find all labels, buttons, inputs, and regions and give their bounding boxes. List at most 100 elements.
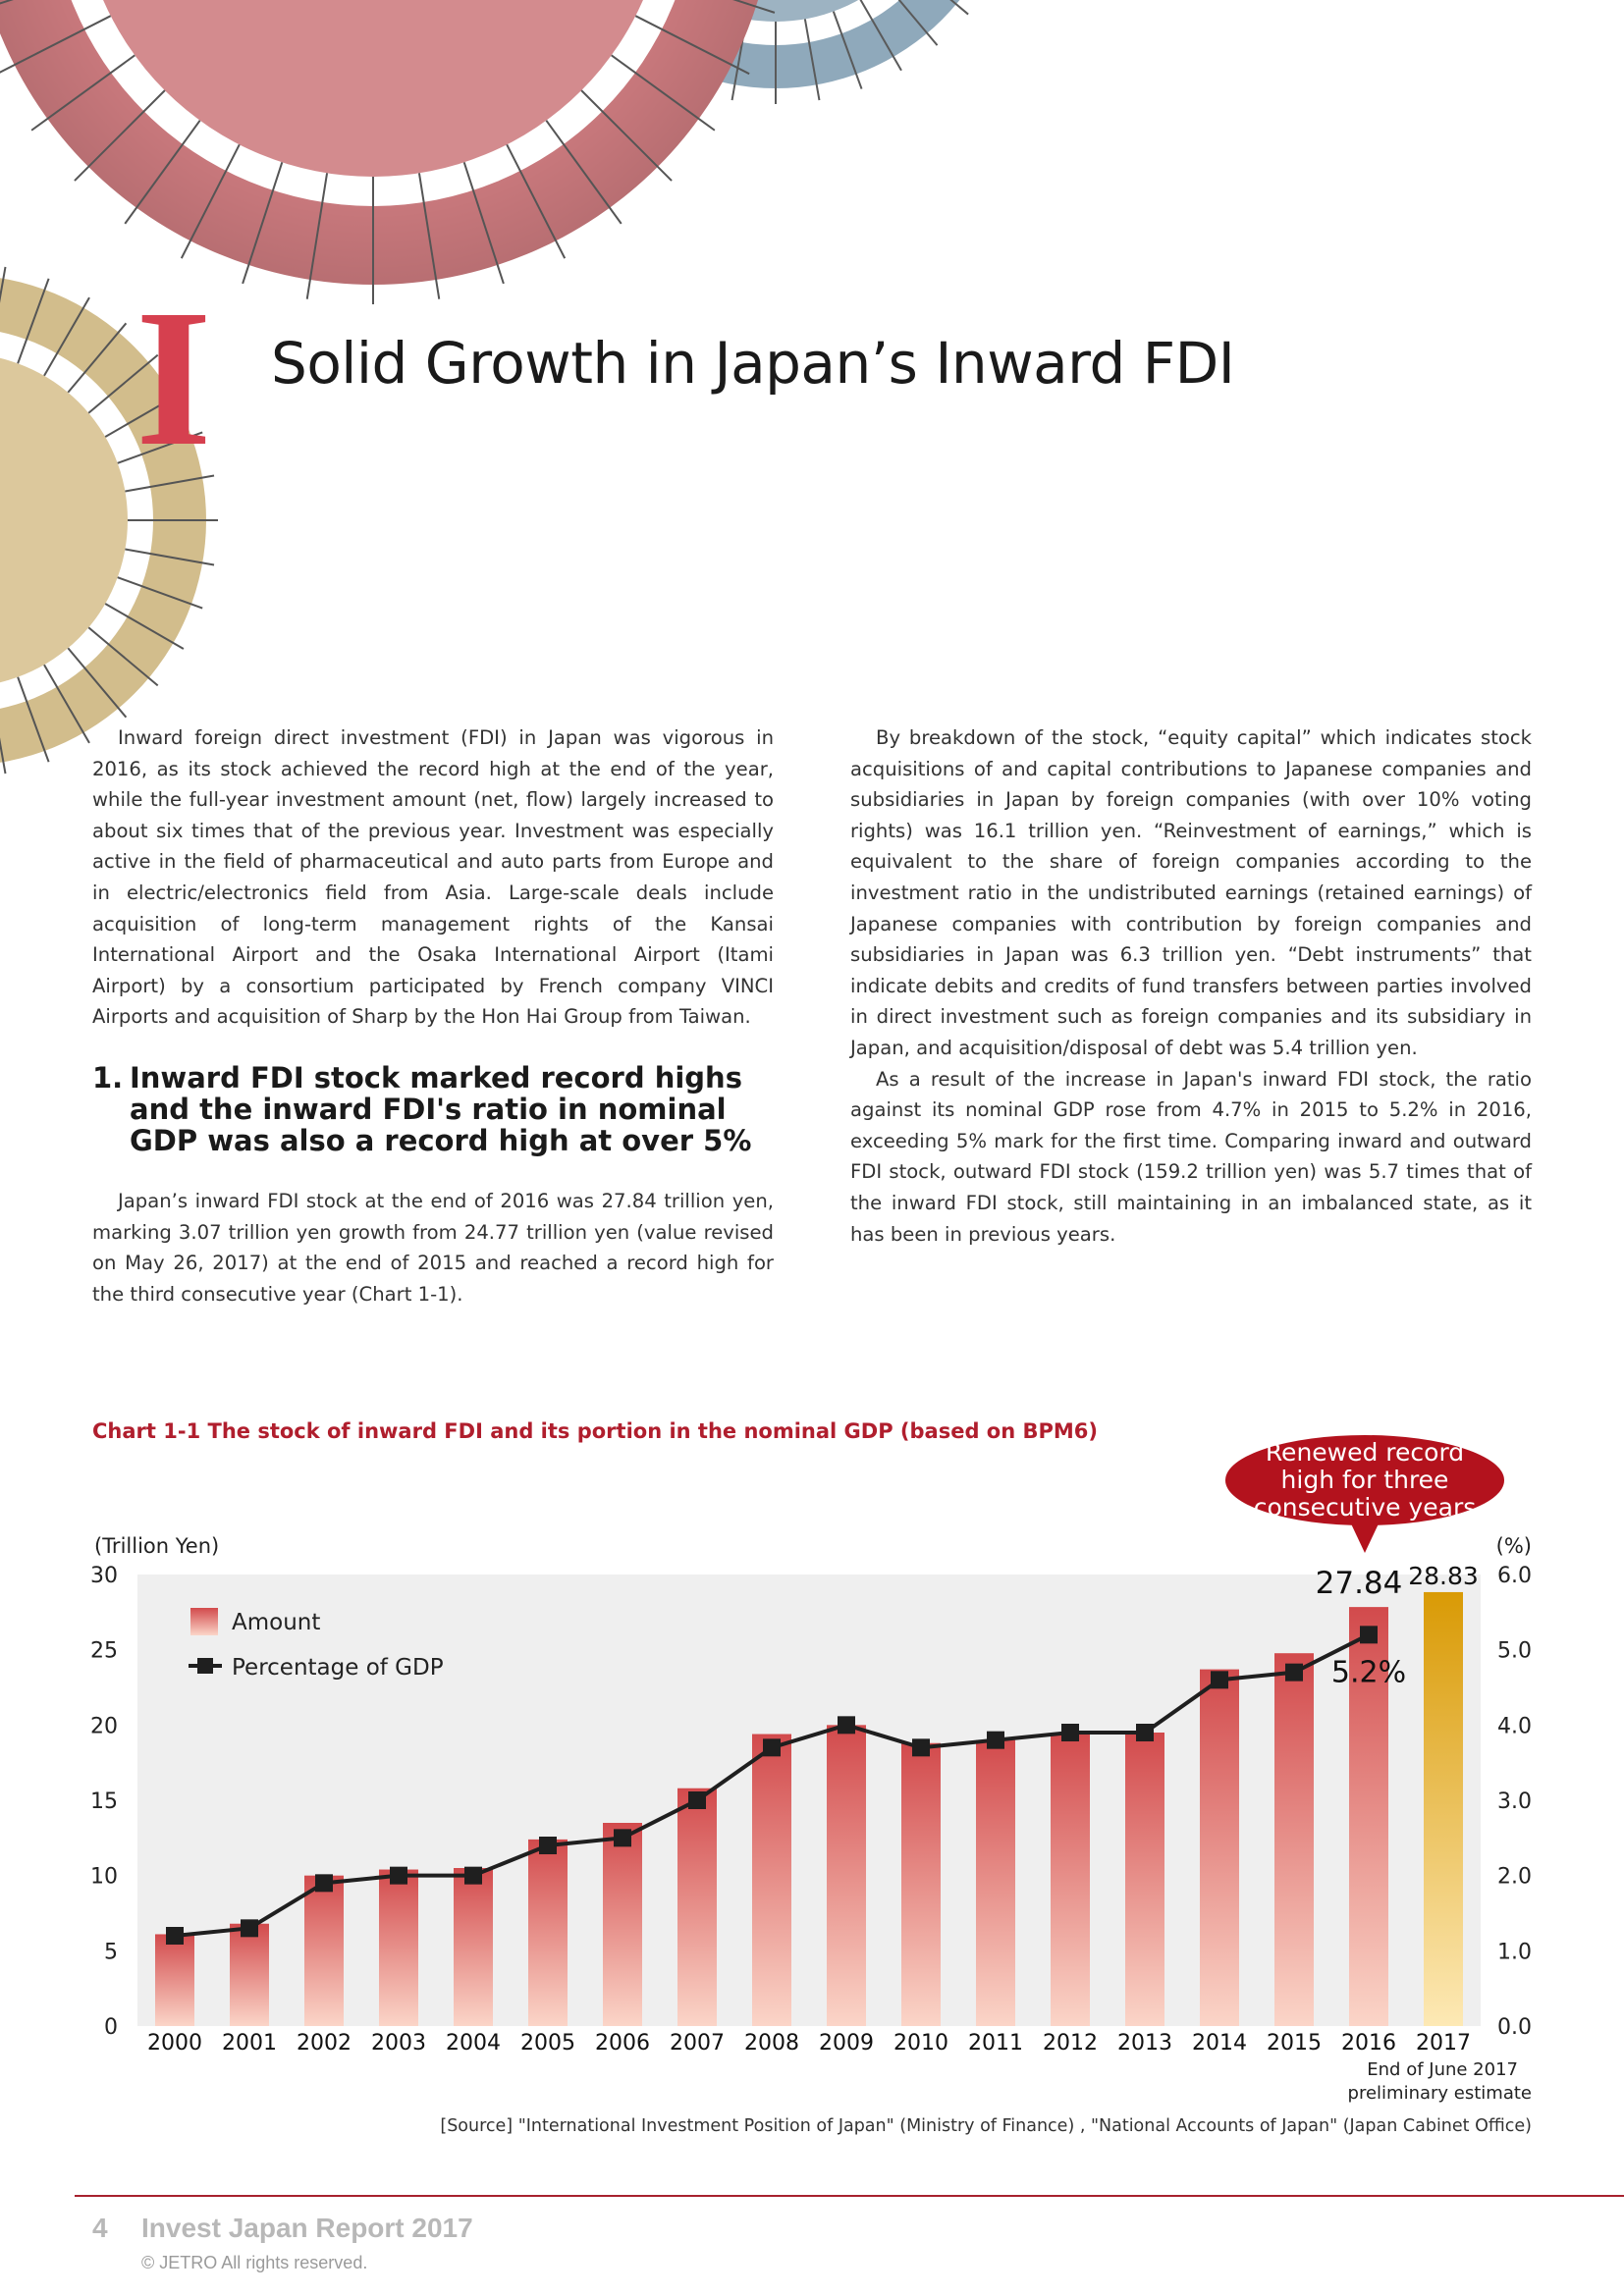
- parasol-decoration: [0, 0, 969, 774]
- y-left-tick-label: 0: [104, 2015, 118, 2040]
- point-2013: [1136, 1724, 1154, 1741]
- parasol-rib: [74, 89, 166, 182]
- body-paragraph: Japan’s inward FDI stock at the end of 2…: [92, 1189, 774, 1306]
- y-right-tick-label: 1.0: [1497, 1940, 1532, 1964]
- x-tick-label: 2014: [1192, 2031, 1247, 2056]
- bar-2008: [752, 1734, 791, 2026]
- parasol-rib: [0, 266, 7, 303]
- parasol-rib: [611, 54, 716, 132]
- body-paragraph: As a result of the increase in Japan's i…: [850, 1067, 1532, 1246]
- section-heading: 1. Inward FDI stock marked record highs …: [92, 1062, 774, 1156]
- point-2011: [987, 1731, 1004, 1749]
- legend-pct-marker: [197, 1658, 213, 1674]
- point-2007: [688, 1791, 706, 1809]
- bar-2009: [827, 1725, 866, 2026]
- data-label-2016-percentage: 5.2%: [1331, 1655, 1406, 1689]
- bar-2006: [603, 1823, 642, 2026]
- y-right-tick-label: 2.0: [1497, 1865, 1532, 1890]
- legend-pct-label: Percentage of GDP: [232, 1655, 444, 1681]
- parasol-rib: [125, 548, 215, 566]
- parasol-rib: [17, 278, 50, 364]
- parasol-rib: [104, 391, 185, 438]
- x-tick-label: 2011: [968, 2031, 1023, 2056]
- bar-2013: [1125, 1733, 1164, 2026]
- legend-amount-label: Amount: [232, 1610, 320, 1635]
- point-2015: [1285, 1663, 1303, 1682]
- chapter-title: Solid Growth in Japan’s Inward FDI: [271, 330, 1235, 397]
- chart-title: Chart 1-1 The stock of inward FDI and it…: [92, 1419, 1098, 1443]
- body-paragraph: By breakdown of the stock, “equity capit…: [850, 726, 1532, 1059]
- parasol-rib: [67, 322, 128, 394]
- bar-2011: [976, 1739, 1015, 2026]
- point-2009: [838, 1716, 855, 1735]
- parasol-rib: [125, 474, 215, 493]
- data-label-2016-amount: 27.84: [1316, 1566, 1403, 1601]
- parasol-rib: [0, 737, 7, 774]
- data-label-2017-amount: 28.83: [1408, 1562, 1479, 1590]
- bar-2002: [304, 1875, 344, 2026]
- point-2003: [390, 1866, 407, 1885]
- y-left-axis-label: (Trillion Yen): [94, 1534, 219, 1558]
- y-left-tick-label: 30: [90, 1564, 118, 1588]
- bar-2003: [379, 1869, 418, 2026]
- copyright: © JETRO All rights reserved.: [141, 2253, 368, 2272]
- point-2016: [1360, 1626, 1378, 1644]
- section-number: 1.: [92, 1060, 124, 1095]
- callout-line-3: consecutive years: [1254, 1493, 1477, 1522]
- parasol-rib: [180, 143, 241, 259]
- x-tick-label: 2013: [1117, 2031, 1172, 2056]
- bar-2001: [230, 1923, 269, 2026]
- point-2010: [912, 1738, 930, 1757]
- record-callout: Renewed record high for three consecutiv…: [1225, 1435, 1504, 1553]
- parasol-rib: [305, 173, 329, 299]
- chart-source: [Source] "International Investment Posit…: [440, 2116, 1532, 2136]
- x-tick-label: 2003: [371, 2031, 426, 2056]
- parasol-rib: [949, 0, 969, 16]
- parasol-rib: [117, 431, 203, 464]
- bar-2007: [677, 1788, 717, 2026]
- parasol-rib: [0, 15, 112, 74]
- parasol-rib: [859, 0, 902, 72]
- point-2005: [539, 1837, 557, 1854]
- y-right-tick-label: 4.0: [1497, 1714, 1532, 1738]
- bar-2016: [1349, 1607, 1388, 2026]
- point-2008: [763, 1738, 781, 1757]
- parasol-rib: [634, 15, 750, 76]
- parasol-rib: [462, 162, 505, 285]
- parasol-rib: [43, 296, 90, 377]
- bar-2015: [1274, 1653, 1314, 2026]
- x-tick-label: 2007: [670, 2031, 725, 2056]
- x-tick-label: 2015: [1267, 2031, 1322, 2056]
- page-number: 4: [92, 2213, 108, 2243]
- y-left-tick-label: 20: [90, 1714, 118, 1738]
- category-note-line-2: preliminary estimate: [1348, 2083, 1532, 2104]
- x-tick-label: 2017: [1416, 2031, 1471, 2056]
- bar-2014: [1200, 1669, 1239, 2026]
- parasol-rib: [124, 120, 201, 225]
- y-right-tick-label: 6.0: [1497, 1564, 1532, 1588]
- parasol-rib: [43, 664, 90, 744]
- x-tick-label: 2008: [744, 2031, 799, 2056]
- point-2000: [166, 1927, 184, 1945]
- y-right-tick-label: 0.0: [1497, 2015, 1532, 2040]
- plot-background: [137, 1575, 1481, 2026]
- category-note-line-1: End of June 2017: [1367, 2059, 1518, 2080]
- point-2002: [315, 1874, 333, 1893]
- bar-2000: [155, 1934, 194, 2026]
- bar-2004: [454, 1868, 493, 2026]
- fdi-chart: (Trillion Yen) (%) 0 5 10 15 20 25 30 0.0 1.0 2.…: [90, 1435, 1532, 2104]
- report-name: Invest Japan Report 2017: [141, 2213, 473, 2243]
- x-tick-label: 2005: [520, 2031, 575, 2056]
- parasol-rib: [803, 19, 821, 101]
- parasol-rib: [87, 353, 159, 414]
- chapter-numeral: I: [135, 270, 212, 487]
- right-column: By breakdown of the stock, “equity capit…: [850, 722, 1532, 1250]
- parasol-rib: [580, 89, 673, 182]
- callout-line-2: high for three: [1281, 1466, 1449, 1494]
- callout-line-1: Renewed record: [1266, 1438, 1464, 1467]
- parasol-rib: [832, 11, 863, 89]
- parasol-rib: [30, 54, 135, 132]
- x-tick-label: 2009: [819, 2031, 874, 2056]
- point-2001: [241, 1919, 258, 1938]
- parasol-rib: [104, 603, 185, 650]
